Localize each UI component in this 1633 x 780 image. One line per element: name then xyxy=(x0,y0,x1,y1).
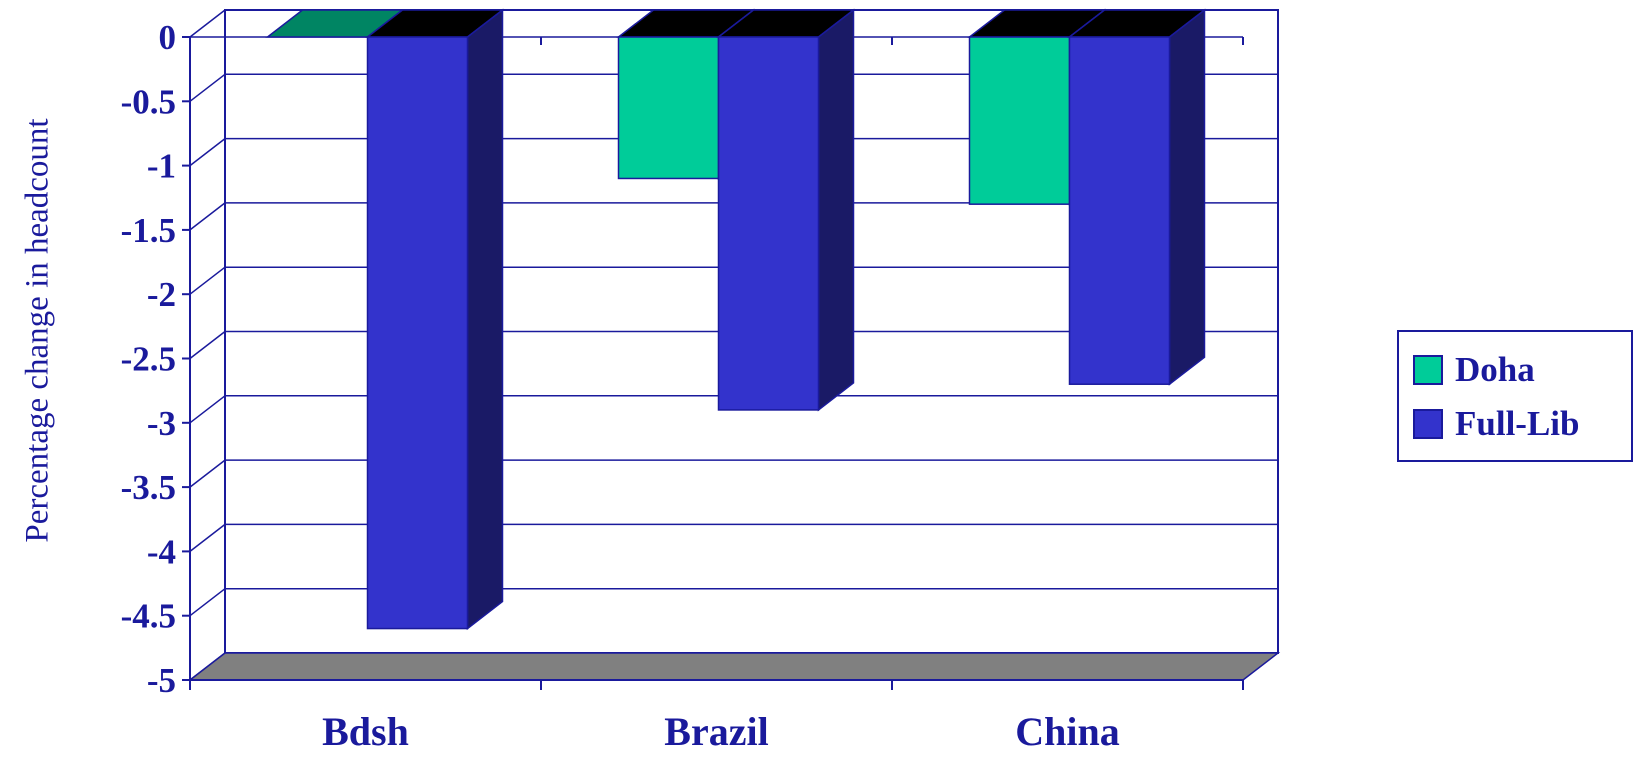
legend-item-full-lib: Full-Lib xyxy=(1413,404,1579,444)
y-tick-label: 0 xyxy=(159,18,177,57)
y-tick-label: -3.5 xyxy=(121,468,176,507)
y-tick-label: -5 xyxy=(147,661,176,700)
y-tick-label: -2.5 xyxy=(121,340,176,379)
side-wall-line xyxy=(189,266,226,295)
x-tick-label: Brazil xyxy=(664,709,768,754)
y-tick-label: -4.5 xyxy=(121,597,176,636)
side-wall-line xyxy=(189,588,226,617)
side-wall-line xyxy=(189,138,226,167)
bar-full-lib-bdsh xyxy=(366,36,469,630)
y-tick-label: -0.5 xyxy=(121,82,176,121)
bar-doha-china xyxy=(968,36,1071,205)
side-wall-line xyxy=(189,9,226,38)
y-tick-label: -1.5 xyxy=(121,211,176,250)
y-tick-label: -1 xyxy=(147,147,176,186)
bar-doha-brazil xyxy=(617,36,720,180)
y-tick-label: -2 xyxy=(147,275,176,314)
legend-label-full-lib: Full-Lib xyxy=(1455,404,1580,443)
y-axis-label: Percentage change in headcount xyxy=(19,117,56,543)
side-wall-line xyxy=(189,330,226,360)
legend: Doha Full-Lib xyxy=(1397,330,1633,462)
bar-full-lib-china xyxy=(1068,36,1171,385)
legend-swatch-full-lib xyxy=(1413,409,1443,439)
bar-side-full-lib-brazil xyxy=(817,8,855,412)
side-wall-line xyxy=(189,73,226,102)
x-tick-label: Bdsh xyxy=(322,709,409,754)
y-tick-label: -4 xyxy=(147,532,176,571)
side-wall-line xyxy=(189,395,226,424)
bar-side-full-lib-china xyxy=(1168,8,1206,386)
y-axis-label-wrap: Percentage change in headcount xyxy=(8,0,68,660)
legend-label-doha: Doha xyxy=(1455,350,1535,389)
y-tick-label: -3 xyxy=(147,404,176,443)
side-wall-line xyxy=(189,202,226,231)
side-wall-line xyxy=(189,459,226,488)
bar-full-lib-brazil xyxy=(717,36,820,411)
bar-side-full-lib-bdsh xyxy=(466,8,504,631)
x-tick-label: China xyxy=(1015,709,1120,754)
legend-item-doha: Doha xyxy=(1413,350,1535,390)
legend-swatch-doha xyxy=(1413,355,1443,385)
side-wall-line xyxy=(189,523,226,552)
chart-floor xyxy=(187,652,1281,681)
